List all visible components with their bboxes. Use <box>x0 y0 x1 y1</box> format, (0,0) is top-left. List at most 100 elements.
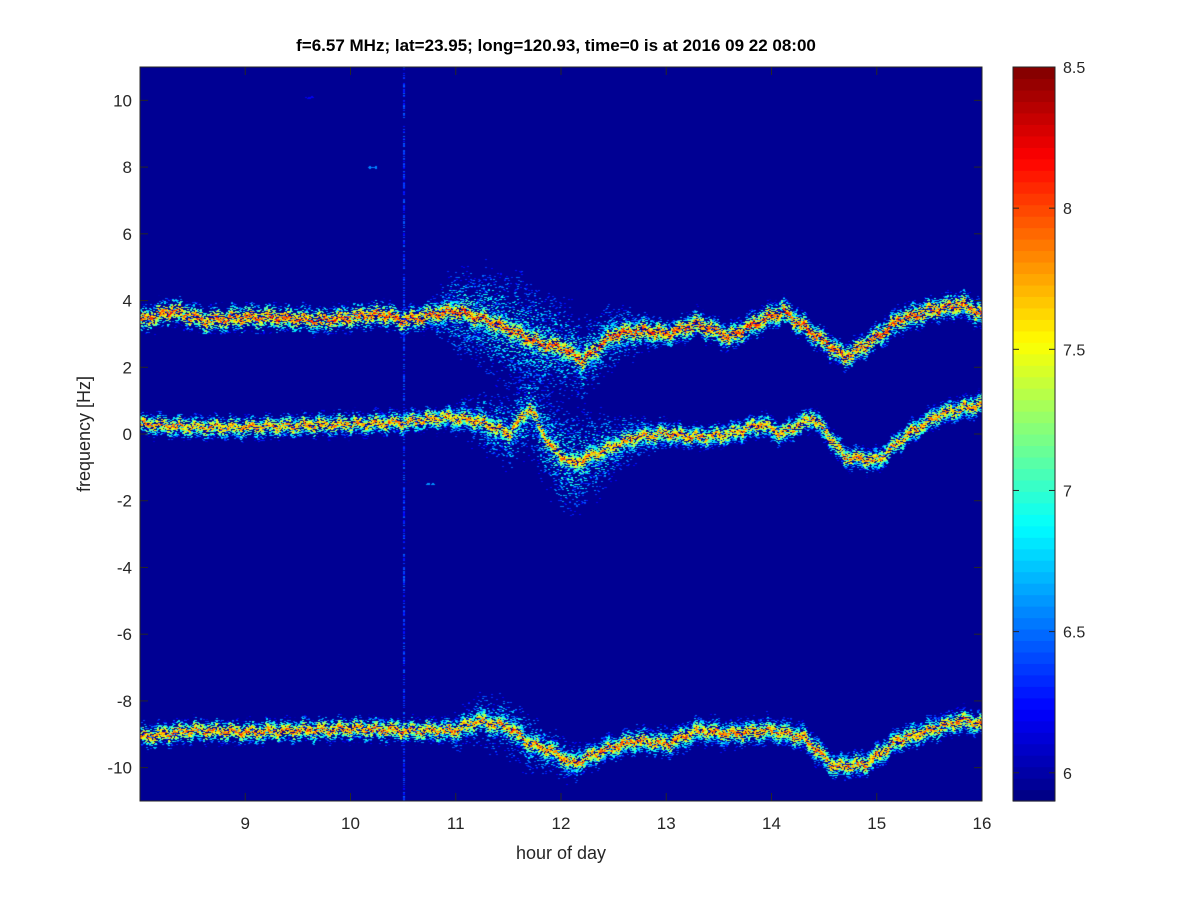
colorbar-tick-label: 6.5 <box>1063 625 1085 642</box>
colorbar-segment <box>1013 456 1055 470</box>
colorbar-ticks: 6 6.5 7 7.5 8 8.5 <box>1013 60 1085 783</box>
colorbar-segment <box>1013 181 1055 194</box>
colorbar-segment <box>1013 307 1055 320</box>
y-tick-label: -2 <box>117 492 132 511</box>
colorbar-segment <box>1013 732 1055 745</box>
colorbar-segment <box>1013 434 1055 447</box>
colorbar-segment <box>1013 502 1055 515</box>
colorbar-segment <box>1013 124 1055 137</box>
colorbar-tick-label: 8 <box>1063 201 1072 218</box>
colorbar-segment <box>1013 571 1055 584</box>
x-tick-label: 15 <box>867 814 886 833</box>
colorbar-segment <box>1013 663 1055 676</box>
colorbar-segment <box>1013 525 1055 538</box>
colorbar-segment <box>1013 78 1055 91</box>
y-tick-label: 0 <box>123 425 132 444</box>
colorbar-segment <box>1013 399 1055 412</box>
colorbar-segment <box>1013 376 1055 389</box>
y-tick-label: -6 <box>117 625 132 644</box>
colorbar-segment <box>1013 720 1055 733</box>
colorbar-segment <box>1013 193 1055 206</box>
colorbar-tick-label: 7 <box>1063 483 1072 500</box>
y-tick-label: -4 <box>117 558 132 577</box>
y-tick-label: 8 <box>123 158 132 177</box>
colorbar-segment <box>1013 89 1055 103</box>
colorbar-segment <box>1013 743 1055 756</box>
colorbar-segment <box>1013 250 1055 263</box>
colorbar-segment <box>1013 583 1055 596</box>
x-tick-label: 11 <box>447 814 465 833</box>
x-axis-label: hour of day <box>516 843 606 863</box>
y-tick-label: 10 <box>113 91 132 110</box>
colorbar-segment <box>1013 640 1055 653</box>
x-tick-label: 14 <box>762 814 781 833</box>
colorbar-segment <box>1013 617 1055 630</box>
colorbar-segment <box>1013 491 1055 504</box>
heatmap-canvas <box>140 67 982 801</box>
colorbar-tick-label: 8.5 <box>1063 60 1085 77</box>
x-tick-label: 16 <box>973 814 992 833</box>
colorbar-segment <box>1013 789 1055 802</box>
x-tick-label: 13 <box>657 814 676 833</box>
colorbar-segment <box>1013 548 1055 561</box>
y-tick-label: 4 <box>123 292 132 311</box>
colorbar-segment <box>1013 204 1055 217</box>
colorbar-segment <box>1013 594 1055 607</box>
colorbar-segment <box>1013 778 1055 791</box>
colorbar-tick-label: 7.5 <box>1063 342 1085 359</box>
colorbar-segment <box>1013 147 1055 160</box>
colorbar-segment <box>1013 239 1055 252</box>
colorbar-segment <box>1013 158 1055 171</box>
y-tick-label: 6 <box>123 225 132 244</box>
colorbar-segment <box>1013 342 1055 355</box>
colorbar-segment <box>1013 411 1055 424</box>
colorbar-segment <box>1013 628 1055 642</box>
y-tick-label: -8 <box>117 692 132 711</box>
colorbar-segment <box>1013 445 1055 458</box>
colorbar-segment <box>1013 227 1055 240</box>
colorbar-segment <box>1013 674 1055 687</box>
y-axis-ticks: -10 -8 -6 -4 -2 0 2 4 6 8 10 <box>107 91 982 778</box>
x-tick-label: 12 <box>552 814 571 833</box>
colorbar-segment <box>1013 560 1055 573</box>
colorbar-segment <box>1013 365 1055 378</box>
y-tick-label: -10 <box>107 759 132 778</box>
colorbar-segment <box>1013 755 1055 768</box>
colorbar: 6 6.5 7 7.5 8 8.5 <box>1012 60 1085 802</box>
colorbar-segment <box>1013 170 1055 183</box>
y-tick-label: 2 <box>123 358 132 377</box>
colorbar-segment <box>1013 284 1055 297</box>
colorbar-segment <box>1013 330 1055 343</box>
colorbar-segment <box>1013 261 1055 275</box>
x-tick-label: 9 <box>241 814 250 833</box>
colorbar-segment <box>1013 606 1055 619</box>
colorbar-segment <box>1013 101 1055 114</box>
x-axis-ticks: 9 10 11 12 13 14 15 16 <box>241 67 992 833</box>
colorbar-frame <box>1012 66 1056 802</box>
colorbar-tick-label: 6 <box>1063 766 1072 783</box>
colorbar-segment <box>1013 709 1055 722</box>
x-tick-label: 10 <box>341 814 360 833</box>
y-axis-label: frequency [Hz] <box>74 376 94 492</box>
colorbar-segment <box>1013 697 1055 710</box>
colorbar-segment <box>1013 766 1055 779</box>
colorbar-segment <box>1013 273 1055 286</box>
colorbar-segment <box>1013 296 1055 309</box>
colorbar-segment <box>1013 67 1055 80</box>
heatmap-image-container <box>140 67 982 801</box>
colorbar-segment <box>1013 537 1055 550</box>
colorbar-gradient <box>1013 67 1055 802</box>
colorbar-segment <box>1013 353 1055 366</box>
colorbar-segment <box>1013 479 1055 492</box>
colorbar-segment <box>1013 216 1055 229</box>
colorbar-segment <box>1013 112 1055 125</box>
colorbar-segment <box>1013 422 1055 435</box>
colorbar-segment <box>1013 388 1055 401</box>
chart-title: f=6.57 MHz; lat=23.95; long=120.93, time… <box>296 36 816 55</box>
colorbar-segment <box>1013 686 1055 699</box>
heatmap-plot: 9 10 11 12 13 14 15 16 -10 -8 -6 -4 -2 0 2 4 6 8 10 <box>107 66 992 833</box>
colorbar-segment <box>1013 319 1055 332</box>
colorbar-segment <box>1013 135 1055 148</box>
